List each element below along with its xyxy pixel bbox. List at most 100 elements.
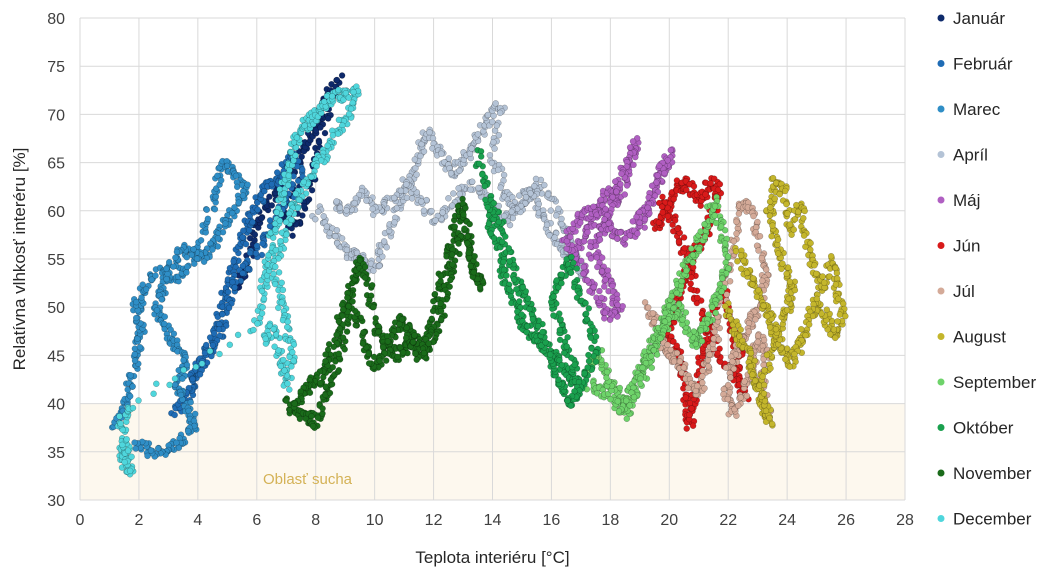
point [338,235,346,242]
point [384,338,392,345]
point [287,148,295,156]
series-Máj [559,134,676,324]
point [129,404,137,412]
point [268,202,276,209]
point [807,239,814,247]
point [654,172,661,179]
point [246,249,254,257]
point [240,227,247,234]
point [755,247,762,254]
point [165,258,173,266]
point [258,287,266,295]
point [244,265,252,273]
point [584,277,591,284]
point [683,425,690,432]
point [126,467,134,475]
point [413,356,420,363]
point [393,204,401,212]
point [535,200,543,208]
point [333,198,340,205]
point [781,187,789,195]
point [412,164,419,172]
point [716,180,724,188]
point [564,334,571,341]
point [594,263,601,271]
point [763,351,771,359]
point [258,310,266,317]
point [431,290,439,298]
point [376,357,384,365]
point [394,353,401,361]
point [586,327,594,334]
point [496,109,504,117]
point [530,182,538,190]
point [242,240,250,248]
point [428,315,435,323]
point [563,343,571,350]
point [154,445,162,452]
point [587,243,594,250]
point [239,262,246,270]
point [544,191,552,198]
point [183,269,190,276]
point [733,230,740,237]
point [365,360,373,367]
point [759,277,766,285]
point [183,263,191,271]
point [214,172,221,180]
point [636,219,643,227]
point [224,288,232,296]
point [601,315,608,322]
point [813,295,821,303]
point [273,209,281,216]
point [753,293,761,301]
point [750,212,757,220]
point [659,193,666,201]
point [369,205,376,213]
point [772,325,780,333]
point [129,383,136,390]
point [556,336,564,344]
point [532,175,540,183]
point [402,334,410,342]
point [455,240,462,247]
point [590,352,597,360]
point [701,233,709,240]
point [399,349,407,356]
point [380,238,388,245]
point [343,246,351,254]
point [179,375,186,382]
point [689,422,697,430]
point [131,351,139,358]
point [609,193,616,201]
point [477,153,485,160]
point [782,356,789,363]
point [183,361,191,369]
point [126,392,134,400]
point [754,338,761,346]
point [235,199,242,206]
point [601,309,609,317]
point [204,215,212,223]
point [314,208,322,216]
point [439,209,446,216]
point [183,253,191,261]
point [769,222,776,229]
point [445,155,453,162]
point [833,269,841,277]
point [216,332,224,340]
point [629,138,637,145]
point [675,238,683,246]
point [437,307,445,315]
point [776,190,783,198]
point [823,306,831,313]
point [670,358,678,365]
point [335,318,343,325]
point [582,310,590,317]
point [474,131,482,138]
point [786,221,794,228]
point [223,162,231,170]
point [603,368,611,376]
point [768,420,776,428]
point [656,162,663,170]
